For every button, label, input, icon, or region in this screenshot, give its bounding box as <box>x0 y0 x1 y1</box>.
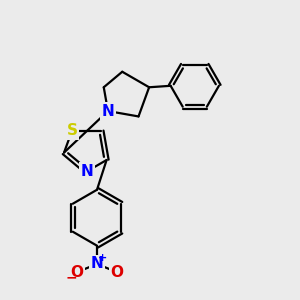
Text: N: N <box>91 256 103 272</box>
Text: N: N <box>80 164 93 179</box>
Text: −: − <box>65 271 77 284</box>
Text: O: O <box>70 265 83 280</box>
Text: N: N <box>102 103 114 118</box>
Text: +: + <box>98 253 107 263</box>
Text: O: O <box>110 265 124 280</box>
Text: S: S <box>66 123 77 138</box>
